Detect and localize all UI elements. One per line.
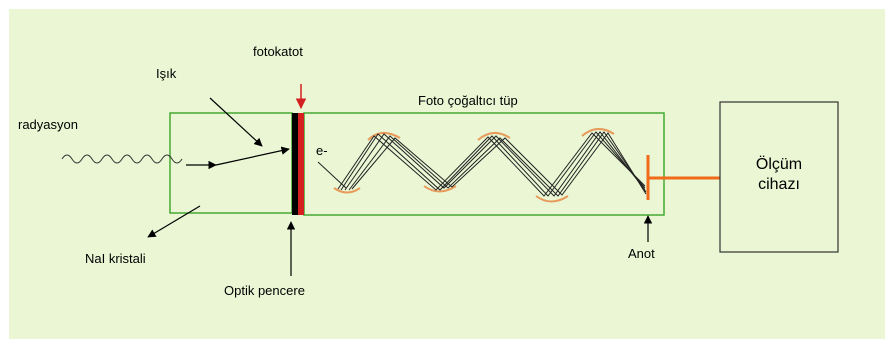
light-path-line-2 [215, 146, 290, 166]
crystal-pointer [147, 205, 201, 238]
light-pointer [209, 97, 263, 147]
dynodes [333, 128, 615, 203]
electron-paths [317, 131, 647, 197]
dynode-3 [423, 185, 457, 193]
label-measuring-device: Ölçüm cihazı [720, 155, 838, 195]
label-photocathode: fotokatot [253, 44, 303, 59]
label-device-line2: cihazı [758, 176, 800, 193]
optical-window [292, 113, 298, 215]
dynode-6 [581, 128, 615, 137]
label-optical-window: Optik pencere [224, 283, 305, 298]
label-crystal: NaI kristali [85, 251, 146, 266]
dynode-5 [535, 195, 569, 203]
label-anode: Anot [628, 246, 655, 261]
label-electron: e- [316, 143, 328, 158]
label-tube: Foto çoğaltıcı tüp [418, 93, 518, 108]
radiation-wave [61, 154, 183, 164]
diagram-background [9, 9, 885, 339]
photocathode [298, 113, 304, 215]
dynode-1 [333, 187, 361, 194]
label-device-line1: Ölçüm [755, 156, 803, 173]
dynode-2 [367, 132, 401, 141]
crystal-box [169, 112, 293, 214]
label-radiation: radyasyon [18, 117, 78, 132]
label-light: Işık [156, 66, 177, 81]
dynode-4 [477, 132, 511, 141]
measuring-device-box [719, 101, 839, 253]
